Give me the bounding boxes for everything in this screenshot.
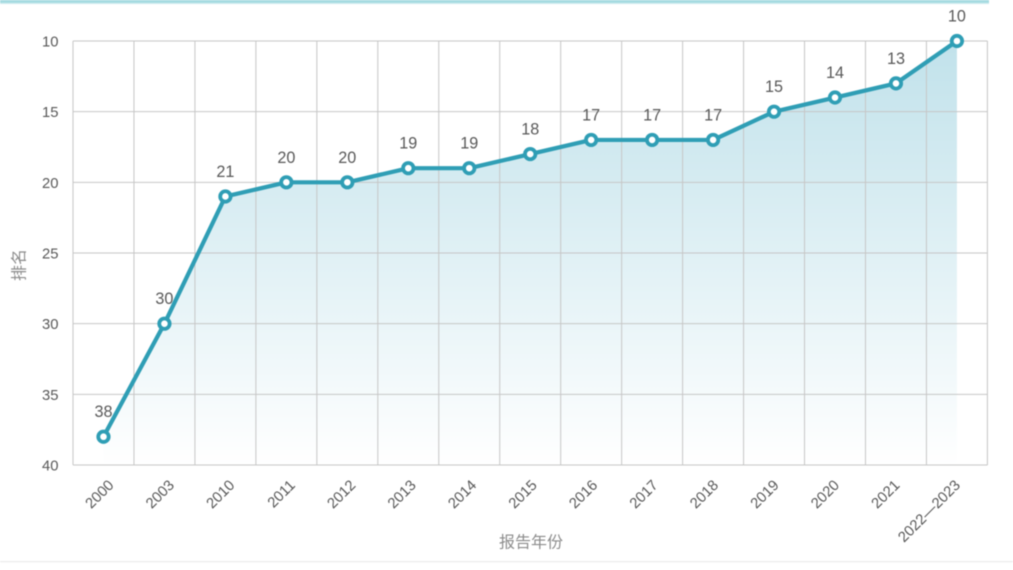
svg-text:30: 30	[42, 317, 58, 333]
svg-text:40: 40	[42, 459, 58, 475]
svg-text:21: 21	[216, 163, 234, 181]
svg-text:19: 19	[399, 135, 417, 153]
svg-text:35: 35	[42, 388, 58, 404]
svg-text:17: 17	[643, 106, 661, 124]
svg-text:25: 25	[42, 247, 58, 263]
svg-text:20: 20	[338, 149, 356, 167]
svg-text:30: 30	[155, 290, 173, 308]
svg-text:15: 15	[765, 78, 783, 96]
svg-text:报告年份: 报告年份	[499, 534, 563, 552]
svg-text:14: 14	[826, 64, 844, 82]
svg-text:18: 18	[521, 121, 539, 139]
svg-text:10: 10	[42, 35, 58, 51]
svg-text:13: 13	[887, 50, 905, 68]
svg-text:17: 17	[582, 106, 600, 124]
svg-text:10: 10	[948, 8, 966, 26]
svg-text:20: 20	[42, 176, 58, 192]
svg-text:15: 15	[42, 105, 58, 121]
svg-text:排名: 排名	[10, 249, 28, 281]
svg-text:19: 19	[460, 135, 478, 153]
svg-text:20: 20	[277, 149, 295, 167]
svg-text:38: 38	[94, 403, 112, 421]
svg-text:17: 17	[704, 106, 722, 124]
